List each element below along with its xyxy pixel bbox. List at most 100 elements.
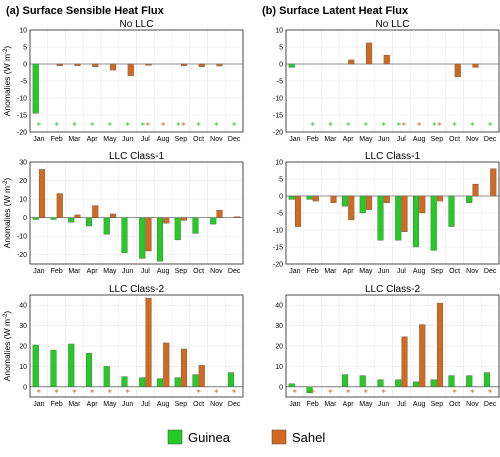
xtick-label: Feb	[51, 268, 63, 275]
xtick-label: Apr	[343, 268, 355, 275]
bar-guinea	[288, 195, 295, 200]
significance-star-guinea: *	[37, 122, 42, 132]
xtick-label: Dec	[228, 268, 241, 275]
bar-guinea	[192, 217, 199, 234]
bar-guinea	[288, 383, 295, 387]
xtick-label: Mar	[324, 268, 337, 275]
panel-title: LLC Class-2	[109, 284, 164, 295]
xtick-label: Sep	[431, 268, 444, 275]
bar-sahel	[180, 63, 188, 66]
bar-guinea	[466, 195, 473, 204]
ylabel-unit: (W m	[2, 319, 12, 339]
xtick-label: Mar	[324, 401, 337, 408]
bar-guinea	[288, 63, 295, 68]
xtick-label: Nov	[466, 401, 479, 408]
ytick-label: -20	[273, 130, 283, 137]
xtick-label: Dec	[484, 401, 497, 408]
xtick-label: Sep	[175, 136, 188, 143]
ytick-label: 10	[19, 364, 27, 371]
ylabel-close: )	[2, 178, 12, 181]
ytick-label: -15	[17, 113, 27, 120]
xtick-label: Dec	[228, 401, 241, 408]
significance-star-guinea: *	[90, 122, 95, 132]
xtick-label: Aug	[157, 268, 170, 275]
significance-star-sahel: *	[417, 122, 422, 132]
significance-star-guinea: *	[125, 122, 130, 132]
xtick-label: Jun	[378, 136, 389, 143]
ytick-label: 10	[19, 197, 27, 204]
bar-sahel	[180, 348, 188, 387]
bar-guinea	[395, 195, 402, 241]
ylabel-sup: -2	[3, 313, 9, 319]
ytick-label: 10	[19, 28, 27, 35]
significance-star-sahel: *	[161, 122, 166, 132]
bar-sahel	[109, 213, 117, 218]
xtick-label: Mar	[68, 268, 81, 275]
xtick-label: Apr	[87, 136, 99, 143]
legend-label-sahel: Sahel	[292, 430, 325, 445]
bar-guinea	[85, 217, 93, 227]
legend-swatch-guinea	[167, 429, 183, 445]
xtick-label: Jul	[397, 136, 406, 143]
bar-sahel	[92, 63, 99, 67]
panel-title: No LLC	[376, 19, 410, 30]
ylabel: Anomalies (W m-2)	[2, 311, 12, 382]
ytick-label: -10	[273, 96, 283, 103]
ytick-label: 10	[275, 28, 283, 35]
bar-guinea	[139, 217, 146, 259]
panel-a3: 0 10 20 30 40 * * * * * * * * * Jan Feb Mar Apr May Jun Jul A…	[2, 284, 244, 408]
ylabel-sup: -2	[3, 48, 9, 54]
bar-sahel	[401, 195, 408, 232]
plot-frame	[285, 161, 500, 265]
xtick-label: Jan	[33, 136, 44, 143]
xtick-label: Jun	[122, 401, 133, 408]
bar-sahel	[109, 63, 117, 71]
bar-sahel	[74, 214, 81, 218]
ytick-label: 5	[23, 45, 27, 52]
significance-star-guinea: *	[364, 122, 369, 132]
ytick-label: -20	[17, 252, 27, 259]
xtick-label: Jul	[141, 268, 150, 275]
bar-guinea	[156, 217, 164, 262]
plot-frame	[285, 29, 500, 133]
panel-title: LLC Class-1	[109, 151, 164, 162]
xtick-label: Jan	[289, 268, 300, 275]
xtick-label: Jul	[397, 401, 406, 408]
bar-sahel	[74, 63, 81, 66]
bar-guinea	[430, 379, 437, 388]
ytick-label: 40	[275, 303, 283, 310]
significance-star-guinea: *	[432, 122, 437, 132]
significance-star-guinea: *	[176, 122, 181, 132]
xtick-label: May	[359, 136, 373, 143]
xtick-label: Jun	[122, 268, 133, 275]
significance-star-guinea: *	[232, 122, 237, 132]
xtick-label: Oct	[193, 268, 204, 275]
xtick-label: Sep	[175, 401, 188, 408]
xtick-label: Oct	[449, 268, 460, 275]
bar-guinea	[306, 195, 313, 200]
significance-star-guinea: *	[346, 122, 351, 132]
bar-sahel	[127, 63, 134, 77]
xtick-label: Oct	[449, 136, 460, 143]
bar-guinea	[227, 372, 235, 387]
bar-sahel	[365, 42, 373, 65]
xtick-label: May	[103, 268, 117, 275]
ylabel-sup: -2	[3, 180, 9, 186]
significance-star-sahel: *	[488, 388, 493, 398]
bar-sahel	[56, 63, 63, 66]
significance-star-guinea: *	[141, 122, 146, 132]
legend: Guinea Sahel	[167, 429, 325, 445]
bar-sahel	[180, 217, 188, 221]
ytick-label: -20	[273, 262, 283, 269]
bar-sahel	[294, 195, 302, 227]
title-right: (b) Surface Latent Heat Flux	[262, 5, 409, 17]
significance-star-guinea: *	[54, 122, 59, 132]
ytick-label: -20	[17, 130, 27, 137]
panel-b2: -20 -15 -10 -5 0 5 10 Jan Feb Mar Apr May Jun Jul Aug S…	[273, 151, 500, 275]
bar-guinea	[50, 217, 57, 220]
bar-guinea	[466, 375, 473, 387]
bar-guinea	[103, 217, 110, 235]
panel-title: LLC Class-1	[365, 151, 420, 162]
bar-guinea	[156, 378, 164, 388]
bar-guinea	[68, 343, 75, 387]
